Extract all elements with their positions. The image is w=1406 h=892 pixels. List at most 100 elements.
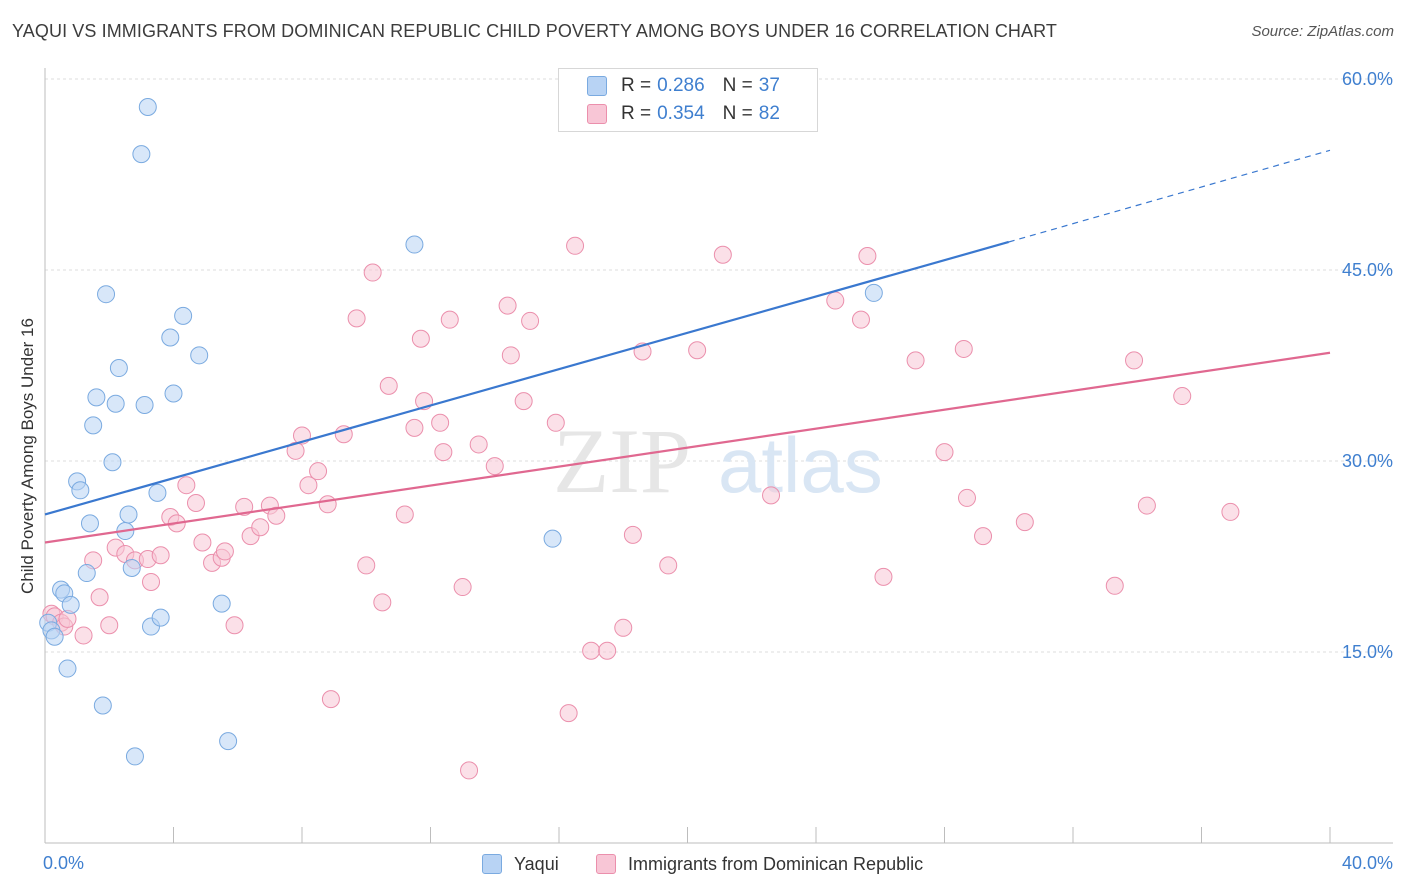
dominican-point — [318, 495, 337, 514]
dominican-point — [440, 310, 459, 329]
dominican-point — [299, 476, 318, 495]
yaqui-point — [93, 696, 112, 715]
yaqui-swatch — [587, 76, 607, 96]
dominican-point — [1221, 502, 1240, 521]
y-tick-label: 60.0% — [1342, 69, 1393, 89]
yaqui-swatch — [482, 854, 502, 874]
dominican-point — [357, 556, 376, 575]
legend-n-label: N = — [722, 103, 753, 124]
legend-label-yaqui: Yaqui — [514, 853, 559, 874]
tick-labels: 15.0% 30.0% 45.0% 60.0% 0.0% 40.0% — [43, 69, 1393, 873]
dominican-point — [334, 425, 353, 444]
dominican-point — [309, 462, 328, 481]
dominican-point — [469, 435, 488, 454]
yaqui-point — [106, 394, 125, 413]
yaqui-point — [103, 453, 122, 472]
dominican-point — [373, 593, 392, 612]
dominican-point — [90, 588, 109, 607]
legend-n-value: 37 — [758, 75, 780, 96]
dominican-point — [957, 488, 976, 507]
dominican-point — [395, 505, 414, 524]
yaqui-point — [87, 388, 106, 407]
yaqui-point — [151, 608, 170, 627]
source-label: Source: ZipAtlas.com — [1251, 23, 1394, 40]
yaqui-point — [135, 395, 154, 414]
dominican-point — [225, 616, 244, 635]
dominican-point — [434, 443, 453, 462]
yaqui-point — [122, 558, 141, 577]
watermark: ZIP atlas — [553, 410, 883, 512]
dominican-point — [623, 525, 642, 544]
yaqui-point — [174, 306, 193, 325]
yaqui-point — [864, 283, 883, 302]
dominican-point — [514, 392, 533, 411]
legend-row-dominican: R = 0.354 N = 82 — [587, 102, 780, 126]
dominican-point — [215, 542, 234, 561]
yaqui-point — [161, 328, 180, 347]
yaqui-point — [405, 235, 424, 254]
yaqui-point — [219, 732, 238, 751]
legend-item-dominican: Immigrants from Dominican Republic — [596, 852, 923, 876]
dominican-point — [485, 457, 504, 476]
dominican-point — [974, 527, 993, 546]
legend-r-label: R = — [621, 75, 652, 96]
watermark-atlas: atlas — [718, 421, 883, 509]
legend-r-value: 0.354 — [657, 103, 705, 124]
x-tick-label: 40.0% — [1342, 853, 1393, 873]
dominican-point — [688, 341, 707, 360]
dominican-point — [1137, 496, 1156, 515]
yaqui-point — [109, 359, 128, 378]
yaqui-point — [97, 285, 116, 304]
dominican-point — [874, 567, 893, 586]
y-axis-label: Child Poverty Among Boys Under 16 — [18, 318, 37, 594]
yaqui-point — [119, 505, 138, 524]
dominican-point — [826, 291, 845, 310]
legend-n-label: N = — [722, 75, 753, 96]
dominican-point — [546, 413, 565, 432]
x-tick-label: 0.0% — [43, 853, 84, 873]
dominican-point — [1125, 351, 1144, 370]
dominican-point — [151, 546, 170, 565]
dominican-point — [559, 704, 578, 723]
chart-title: YAQUI VS IMMIGRANTS FROM DOMINICAN REPUB… — [12, 21, 1057, 41]
yaqui-point — [58, 659, 77, 678]
dominican-point — [713, 245, 732, 264]
axis-layer — [44, 68, 1393, 844]
dominican-point — [498, 296, 517, 315]
yaqui-point — [71, 481, 90, 500]
dominican-point — [659, 556, 678, 575]
dominican-point — [906, 351, 925, 370]
correlation-legend: R = 0.286 N = 37 R = 0.354 N = 82 — [558, 68, 818, 132]
dominican-point — [74, 626, 93, 645]
dominican-point — [935, 443, 954, 462]
yaqui-point — [80, 514, 99, 533]
dominican-point — [460, 761, 479, 780]
y-tick-label: 45.0% — [1342, 260, 1393, 280]
dominican-point — [1173, 387, 1192, 406]
yaqui-point — [212, 594, 231, 613]
dominican-point — [954, 339, 973, 358]
trend-layer — [44, 149, 1331, 544]
dominican-point — [614, 618, 633, 637]
dominican-point — [582, 641, 601, 660]
yaqui-point — [138, 98, 157, 117]
legend-r-value: 0.286 — [657, 75, 705, 96]
yaqui-point — [61, 595, 80, 614]
dominican-point — [100, 616, 119, 635]
y-tick-label: 15.0% — [1342, 642, 1393, 662]
dominican-point — [321, 690, 340, 709]
dominican-point — [411, 329, 430, 348]
yaqui-trend-extension — [1008, 149, 1331, 243]
yaqui-point — [132, 145, 151, 164]
yaqui-point — [77, 564, 96, 583]
yaqui-point — [84, 416, 103, 435]
dominican-point — [142, 572, 161, 591]
grid-layer — [45, 78, 1393, 653]
legend-n-value: 82 — [758, 103, 780, 124]
dominican-point — [851, 310, 870, 329]
dominican-point — [379, 376, 398, 395]
dominican-swatch — [587, 104, 607, 124]
y-tick-label: 30.0% — [1342, 451, 1393, 471]
dominican-trend-line — [44, 351, 1331, 544]
